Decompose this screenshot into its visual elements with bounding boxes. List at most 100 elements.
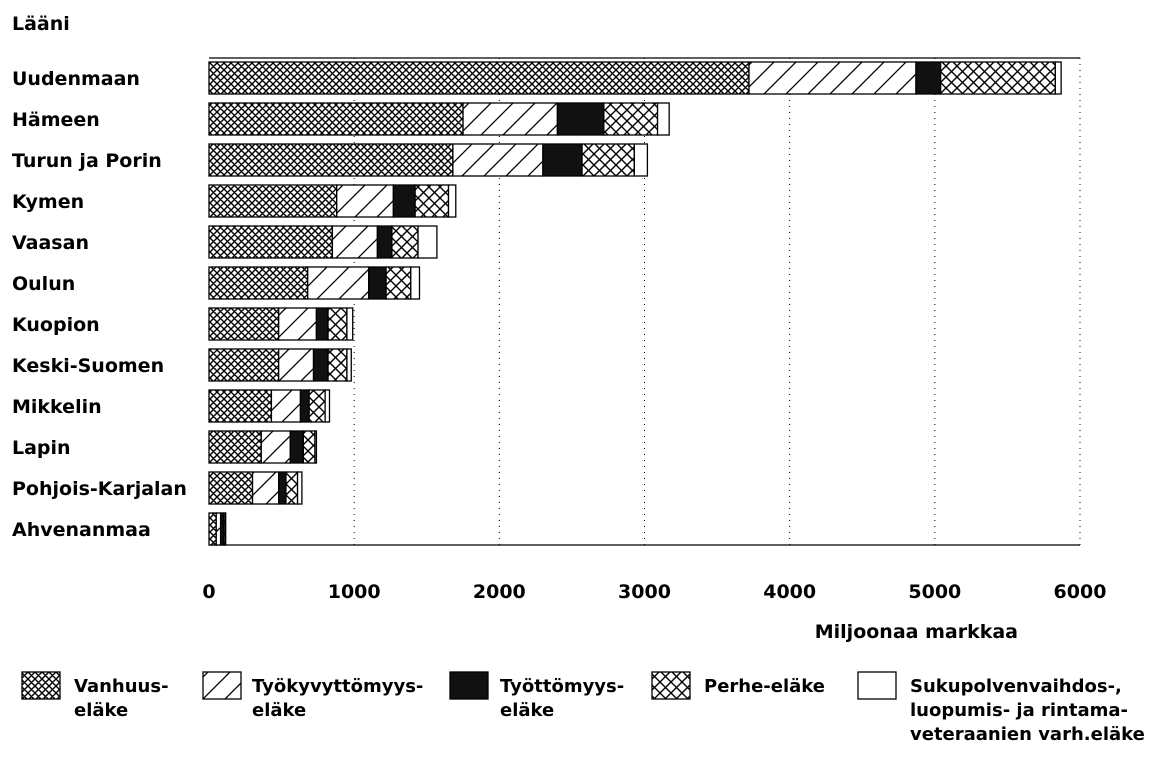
bar-segment	[603, 102, 659, 136]
x-axis-title: Miljoonaa markkaa	[815, 621, 1018, 643]
x-tick-label: 2000	[473, 581, 526, 603]
bar-segment	[414, 184, 450, 218]
bar-segment	[452, 143, 544, 177]
bar-segment	[391, 225, 419, 259]
bar-segment	[208, 266, 309, 300]
legend-label: luopumis- ja rintama-	[910, 700, 1128, 721]
bar-segment	[447, 184, 457, 218]
category-label: Pohjois-Karjalan	[12, 478, 187, 500]
bar-segment	[324, 389, 331, 423]
legend-label: Sukupolvenvaihdos-,	[910, 676, 1122, 697]
bar-segment	[278, 307, 318, 341]
bar-segment	[299, 389, 310, 423]
bar-segment	[208, 184, 338, 218]
bar-segment	[542, 143, 583, 177]
x-tick-label: 1000	[328, 581, 381, 603]
bar-segment	[208, 389, 273, 423]
bar-segment	[581, 143, 635, 177]
bar-segment	[307, 266, 370, 300]
category-label: Uudenmaan	[12, 68, 140, 90]
bar-segment	[346, 307, 354, 341]
bar-segment	[915, 61, 942, 95]
x-tick-label: 4000	[763, 581, 816, 603]
legend-swatch	[651, 671, 691, 700]
bar-segment	[315, 307, 329, 341]
category-axis-title: Lääni	[12, 13, 70, 35]
category-label: Vaasan	[12, 232, 89, 254]
bar-segment	[208, 61, 750, 95]
bar-segment	[208, 471, 254, 505]
bar-segment	[656, 102, 670, 136]
bar-segment	[278, 471, 287, 505]
bar-segment	[302, 430, 316, 464]
bar-segment	[385, 266, 412, 300]
bar-segment	[331, 225, 379, 259]
legend-swatch	[202, 671, 242, 700]
bar-segment	[633, 143, 649, 177]
bar-segment	[327, 307, 348, 341]
legend-label: eläke	[252, 700, 306, 721]
category-label: Kuopion	[12, 314, 100, 336]
x-tick-label: 6000	[1054, 581, 1107, 603]
legend-label: Työttömyys-	[500, 676, 624, 697]
bar-segment	[308, 389, 326, 423]
x-tick-label: 3000	[618, 581, 671, 603]
bar-segment	[270, 389, 302, 423]
bar-segment	[208, 512, 217, 546]
bar-segment	[251, 471, 280, 505]
category-label: Turun ja Porin	[12, 150, 162, 172]
category-label: Mikkelin	[12, 396, 102, 418]
bars-layer	[208, 61, 1062, 546]
legend-label: Vanhuus-	[74, 676, 169, 697]
x-tick-label: 0	[202, 581, 215, 603]
legend-swatch	[21, 671, 61, 700]
bar-segment	[748, 61, 917, 95]
bar-segment	[208, 430, 262, 464]
bar-segment	[376, 225, 393, 259]
bar-segment	[208, 225, 334, 259]
legend-label: eläke	[500, 700, 554, 721]
bar-segment	[1054, 61, 1062, 95]
bar-segment	[208, 143, 454, 177]
legend-swatch	[449, 671, 489, 700]
x-tick-label: 5000	[908, 581, 961, 603]
category-label: Keski-Suomen	[12, 355, 164, 377]
bar-segment	[208, 348, 280, 382]
bar-segment	[208, 102, 464, 136]
category-label: Oulun	[12, 273, 75, 295]
bar-segment	[285, 471, 299, 505]
bar-segment	[556, 102, 605, 136]
bar-segment	[289, 430, 305, 464]
grid-layer	[209, 57, 1081, 546]
legend-label: eläke	[74, 700, 128, 721]
bar-segment	[392, 184, 416, 218]
legend-label: Työkyvyttömyys-	[252, 676, 423, 697]
legend-layer: Vanhuus-eläke Työkyvyttömyys-eläke Työttöm…	[21, 671, 1145, 745]
bar-segment	[336, 184, 395, 218]
category-label: Ahvenanmaa	[12, 519, 151, 541]
bar-segment	[260, 430, 291, 464]
bar-segment	[224, 512, 227, 546]
category-label: Lapin	[12, 437, 71, 459]
category-label: Hämeen	[12, 109, 100, 131]
bar-segment	[462, 102, 559, 136]
bar-segment	[939, 61, 1056, 95]
bar-segment	[296, 471, 303, 505]
bar-segment	[417, 225, 438, 259]
bar-segment	[346, 348, 352, 382]
category-label: Kymen	[12, 191, 84, 213]
bar-segment	[314, 430, 318, 464]
legend-swatch	[857, 671, 897, 700]
bar-segment	[368, 266, 387, 300]
legend-label: Perhe-eläke	[704, 676, 825, 697]
bar-segment	[327, 348, 348, 382]
legend-label: veteraanien varh.eläke	[910, 724, 1145, 745]
bar-segment	[215, 512, 222, 546]
bar-segment	[312, 348, 329, 382]
bar-segment	[278, 348, 315, 382]
bar-segment	[410, 266, 421, 300]
labels-layer: Lääni Uudenmaan Hämeen Turun ja Porin Kymen V…	[12, 13, 1106, 643]
bar-segment	[208, 307, 280, 341]
